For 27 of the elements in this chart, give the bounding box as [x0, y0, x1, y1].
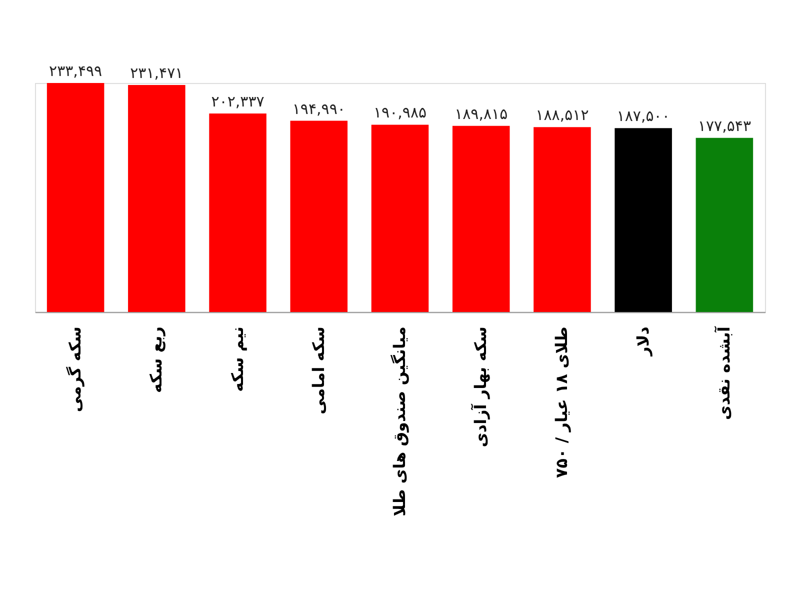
bar: [209, 114, 266, 312]
bar: [128, 84, 186, 312]
x-tick-label: آبشده نقدی: [713, 326, 734, 420]
x-tick-label: طلای ۱۸ عیار / ۷۵۰: [552, 326, 572, 478]
data-label: ۱۷۷,۵۴۳: [698, 116, 751, 135]
data-label: ۱۸۷,۵۰۰: [616, 107, 670, 126]
x-tick-label: سکه بهار آزادی: [470, 326, 490, 448]
data-label: ۱۹۴,۹۹۰: [292, 100, 346, 118]
x-tick-label: سکه گرمی: [66, 326, 85, 412]
bar: [452, 126, 510, 312]
data-label: ۲۳۱,۴۷۱: [130, 64, 184, 82]
x-tick-label: نیم سکه: [228, 326, 247, 392]
data-label: ۲۳۳,۴۹۹: [49, 62, 102, 80]
x-tick-label: دلار: [633, 326, 652, 357]
bar: [46, 83, 104, 312]
data-label: ۱۸۹,۸۱۵: [454, 104, 508, 123]
bar: [371, 124, 429, 312]
bar: [290, 120, 348, 312]
x-tick-label: ربع سکه: [146, 326, 166, 393]
bar: [614, 128, 672, 312]
x-tick-label: میانگین صندوق های طلا: [390, 326, 409, 516]
data-label: ۱۹۰,۹۸۵: [373, 104, 427, 122]
data-label: ۱۸۸,۵۱۲: [536, 106, 589, 124]
bar: [534, 127, 591, 312]
data-label: ۲۰۲,۳۳۷: [211, 92, 264, 111]
bar: [696, 138, 754, 312]
x-tick-label: سکه امامی: [308, 326, 328, 414]
